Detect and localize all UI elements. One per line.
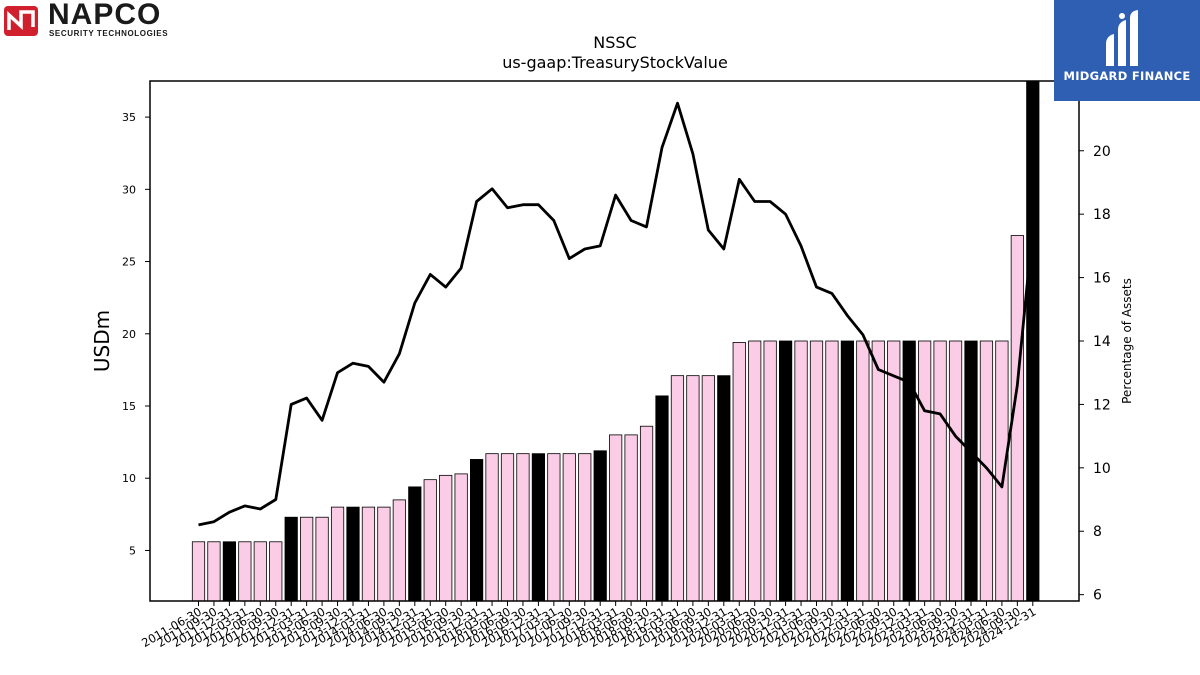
bar [871,340,885,602]
bar [1026,80,1040,602]
midgard-logo-mark [1106,10,1138,66]
napco-logo: NAPCO SECURITY TECHNOLOGIES [4,0,214,40]
y-tick-label: 25 [122,256,136,269]
bar [408,486,422,602]
bar [207,541,221,602]
chart-subtitle: us-gaap:TreasuryStockValue [502,53,728,72]
bar [531,453,546,602]
y-axis-label: USDm [90,310,114,372]
y2-tick-label: 6 [1093,588,1102,604]
bar [825,340,839,602]
bar [809,340,824,602]
y-tick-label: 35 [122,111,136,124]
bar [732,342,746,602]
bar [624,434,638,602]
midgard-logo-name: MIDGARD FINANCE [1063,69,1191,83]
bar [315,516,329,602]
bar [500,453,515,602]
bar [964,340,978,602]
bar [593,450,607,602]
y-tick-label: 5 [129,544,136,557]
bar [701,375,715,602]
bar [763,340,777,602]
bar [840,340,855,602]
bar [300,516,314,602]
bar [779,340,793,602]
bar [686,375,700,602]
bar [361,506,376,602]
bar [670,375,685,602]
bar [948,340,963,602]
y2-tick-label: 10 [1093,461,1111,477]
y2-axis-label: Percentage of Assets [1120,278,1134,404]
bar [933,340,947,602]
bar [377,506,391,602]
bar [485,453,499,602]
bar [238,541,252,602]
bar [222,541,236,602]
y2-tick-label: 16 [1093,271,1111,287]
bar [330,506,345,602]
napco-logo-mark [4,6,38,36]
bar [995,340,1009,602]
bar [918,340,932,602]
bar [269,541,283,602]
bar [655,395,669,602]
bar [887,340,901,602]
bar [392,499,406,602]
bar [794,340,808,602]
y-tick-label: 15 [122,400,136,413]
y2-tick-label: 20 [1093,144,1111,160]
y2-tick-label: 18 [1093,207,1111,223]
midgard-finance-logo: MIDGARD FINANCE [1054,0,1200,101]
bar [346,506,360,602]
y-tick-label: 10 [122,472,136,485]
bar [423,479,437,602]
bar [639,425,654,602]
percentage-line [198,101,1035,527]
chart-title: NSSC [593,33,636,52]
bar-series [191,80,1040,602]
y2-tick-label: 8 [1093,524,1102,540]
bar [748,340,762,602]
bar [253,541,267,602]
y-tick-label: 30 [122,183,136,196]
bar [547,453,561,602]
bar [516,453,530,602]
bar [469,459,484,602]
bar [284,516,298,602]
bar [717,375,731,602]
bar [439,474,453,602]
napco-logo-tagline: SECURITY TECHNOLOGIES [49,29,169,38]
bar [578,453,592,602]
bar [191,541,206,602]
axes: 5101520253035681012141618202011-06-30201… [122,80,1111,650]
y-tick-label: 20 [122,328,136,341]
bar [562,453,576,602]
bar [856,340,870,602]
y2-tick-label: 12 [1093,397,1111,413]
bar [454,473,468,602]
y2-tick-label: 14 [1093,334,1111,350]
napco-logo-name: NAPCO [48,0,162,31]
bar [609,434,623,602]
